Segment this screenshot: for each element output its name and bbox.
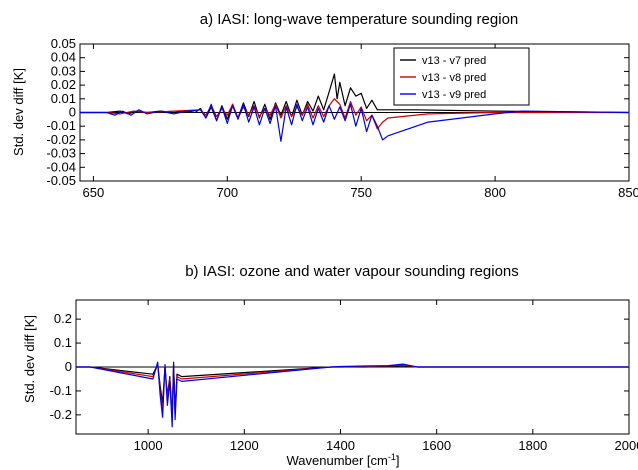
series-line-2 — [80, 98, 629, 130]
x-tick-label: 850 — [618, 185, 638, 200]
panel-a-title: a) IASI: long-wave temperature sounding … — [200, 11, 519, 28]
y-tick-label: -0.1 — [50, 383, 72, 398]
y-tick-label: 0.2 — [54, 311, 72, 326]
y-tick-label: 0 — [65, 359, 72, 374]
legend-label: v13 - v9 pred — [422, 89, 486, 101]
y-tick-label: 0.04 — [51, 50, 76, 65]
panel-b-title: b) IASI: ozone and water vapour sounding… — [185, 263, 519, 280]
panel-a-legend: v13 - v7 pred v13 - v8 pred v13 - v9 pred — [393, 47, 530, 106]
xlabel-tail: ] — [396, 453, 400, 468]
y-tick-label: 0.01 — [51, 91, 76, 106]
x-tick-label: 1000 — [134, 438, 163, 453]
panel-a-plot: 650 700 750 800 850 -0.05-0.04-0.03-0.02-0.01… — [46, 36, 638, 200]
y-tick-label: -0.05 — [46, 173, 76, 188]
series-line-3 — [80, 103, 630, 142]
y-tick-label: -0.03 — [46, 146, 76, 161]
x-tick-label: 1200 — [230, 438, 259, 453]
panel-b-xlabel: Wavenumber [cm-1] — [286, 452, 399, 468]
panel-a: a) IASI: long-wave temperature sounding … — [11, 11, 638, 200]
y-tick-label: 0.05 — [51, 36, 76, 51]
y-tick-label: 0 — [69, 105, 76, 120]
x-tick-label: 800 — [484, 185, 506, 200]
y-tick-label: -0.2 — [50, 407, 72, 422]
panel-b-plot: 1000 1200 1400 1600 1800 2000 -0.2 -0.1 0 0.1 0.2 — [50, 299, 638, 453]
x-tick-label: 1800 — [518, 438, 547, 453]
legend-label: v13 - v8 pred — [422, 72, 486, 84]
panel-a-ylabel: Std. dev diff [K] — [11, 68, 26, 156]
y-tick-label: -0.04 — [46, 159, 76, 174]
xlabel-main: Wavenumber [cm — [286, 453, 387, 468]
x-tick-label: 750 — [350, 185, 372, 200]
y-tick-label: -0.01 — [46, 118, 76, 133]
series-line-3 — [76, 361, 629, 428]
legend-label: v13 - v7 pred — [422, 55, 486, 67]
y-tick-label: -0.02 — [46, 132, 76, 147]
y-tick-label: 0.03 — [51, 63, 76, 78]
x-tick-label: 1400 — [326, 438, 355, 453]
legend-box — [393, 47, 530, 106]
y-tick-label: 0.1 — [54, 335, 72, 350]
x-tick-label: 2000 — [615, 438, 638, 453]
series-line-1 — [80, 73, 630, 122]
x-tick-label: 1600 — [422, 438, 451, 453]
panel-b: b) IASI: ozone and water vapour sounding… — [22, 263, 638, 468]
y-tick-label: 0.02 — [51, 77, 76, 92]
xlabel-sup: -1 — [388, 452, 396, 462]
x-tick-label: 700 — [216, 185, 238, 200]
x-tick-label: 650 — [83, 185, 105, 200]
panel-b-ylabel: Std. dev diff [K] — [22, 315, 37, 403]
